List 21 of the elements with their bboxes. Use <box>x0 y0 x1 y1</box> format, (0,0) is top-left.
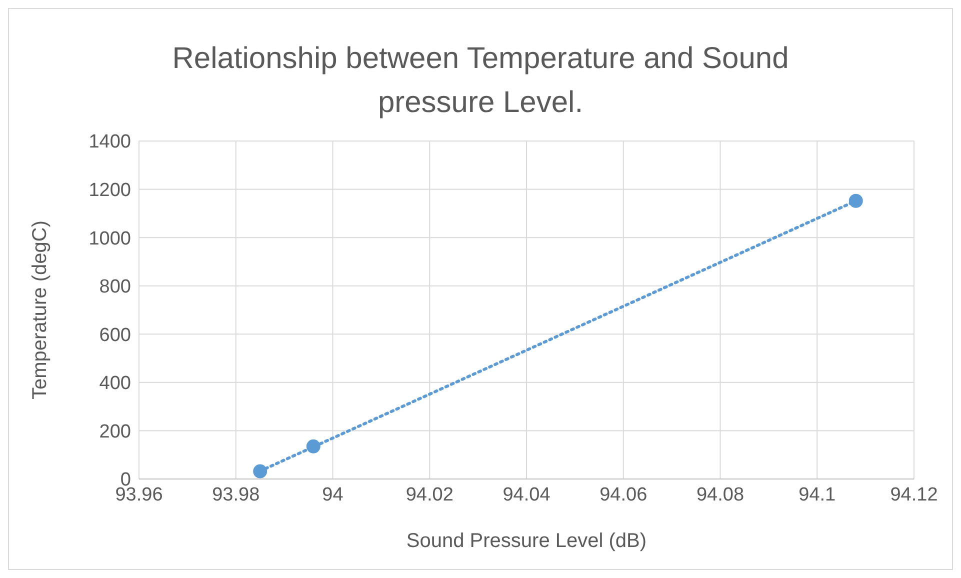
y-tick-label: 800 <box>99 276 131 298</box>
chart-title: Relationship between Temperature and Sound pressure Level. <box>171 41 790 121</box>
y-tick-label: 1000 <box>88 228 131 250</box>
y-tick-label: 400 <box>99 373 131 394</box>
x-tick-label: 94.04 <box>502 484 551 506</box>
x-tick-label: 94.02 <box>406 484 454 506</box>
y-axis-title: Temperature (degC) <box>29 220 52 400</box>
y-tick-label: 1200 <box>88 180 131 202</box>
x-tick-label: 93.98 <box>212 484 260 506</box>
x-axis-title: Sound Pressure Level (dB) <box>406 530 647 552</box>
point <box>848 194 863 208</box>
x-tick-label: 94.08 <box>696 484 744 506</box>
x-tick-label: 94 <box>322 484 344 506</box>
point <box>253 464 268 478</box>
x-tick-label: 94.06 <box>600 484 648 506</box>
y-tick-label: 600 <box>99 324 131 346</box>
y-tick-label: 200 <box>99 421 131 442</box>
point <box>306 439 320 454</box>
y-tick-label: 1400 <box>88 132 131 153</box>
x-tick-label: 94.1 <box>798 484 836 506</box>
x-tick-label: 94.12 <box>890 484 938 506</box>
